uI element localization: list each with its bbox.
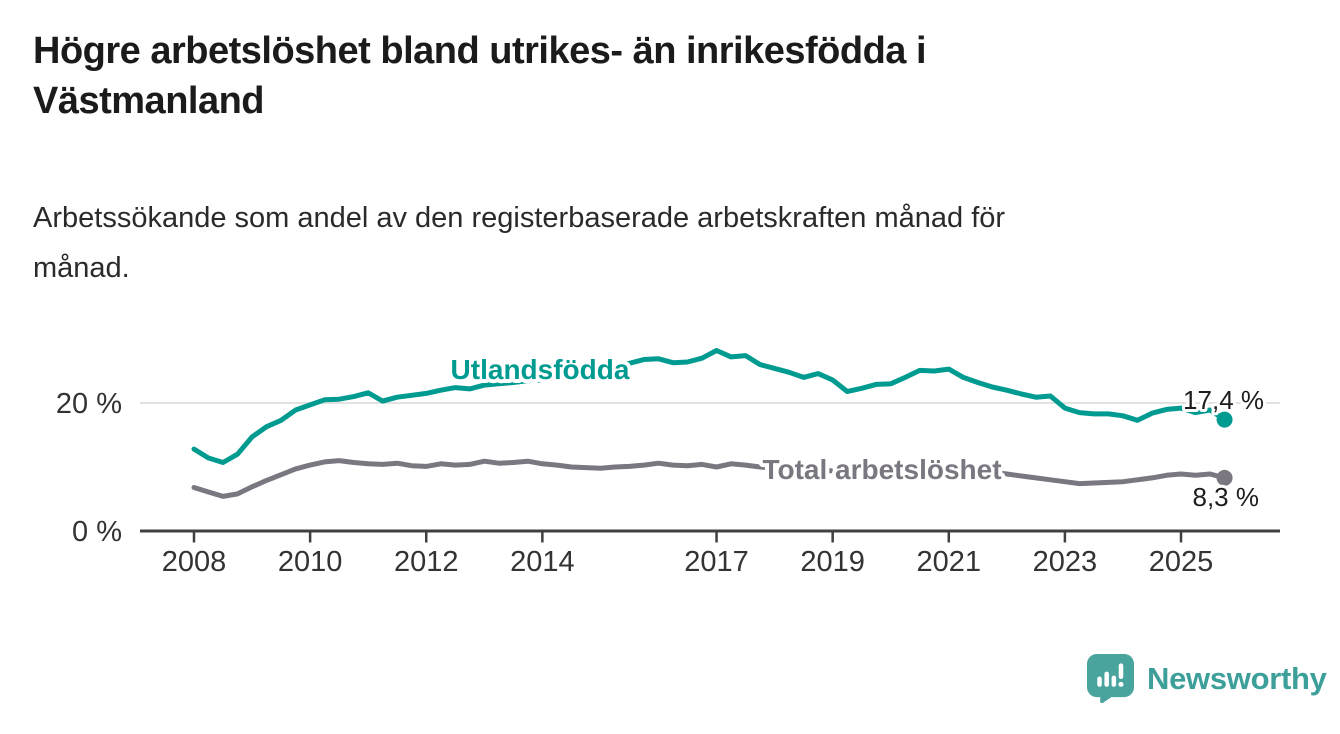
x-tick-label: 2014: [510, 546, 575, 578]
x-tick-label: 2025: [1149, 546, 1214, 578]
brand-wordmark: Newsworthy: [1147, 660, 1327, 696]
page-subtitle: Arbetssökande som andel av den registerb…: [33, 202, 1006, 284]
x-tick-label: 2012: [394, 546, 459, 578]
x-tick-label: 2021: [917, 546, 982, 578]
series-line-total: [191, 458, 1228, 499]
series-end-value-label: 8,3 %: [1193, 482, 1260, 512]
series-inline-label: Total arbetslöshet: [762, 454, 1001, 485]
x-tick-label: 2008: [162, 546, 227, 578]
y-tick-label: 0 %: [72, 516, 122, 548]
x-tick-label: 2019: [800, 546, 865, 578]
x-tick-label: 2017: [684, 546, 749, 578]
page-title: Högre arbetslöshet bland utrikes- än inr…: [33, 30, 927, 122]
series-line-utlandsfodda: [191, 348, 1228, 465]
series-end-dot: [1216, 411, 1233, 428]
series-inline-label: Utlandsfödda: [451, 354, 630, 385]
series-end-value-label: 17,4 %: [1183, 385, 1264, 415]
x-tick-label: 2010: [278, 546, 343, 578]
bar-chart-speech-bubble-icon: [1087, 654, 1134, 703]
x-tick-label: 2023: [1033, 546, 1098, 578]
newsworthy-logo: Newsworthy: [1087, 654, 1327, 703]
y-tick-label: 20 %: [56, 388, 122, 420]
series-end-dot: [1216, 469, 1233, 486]
